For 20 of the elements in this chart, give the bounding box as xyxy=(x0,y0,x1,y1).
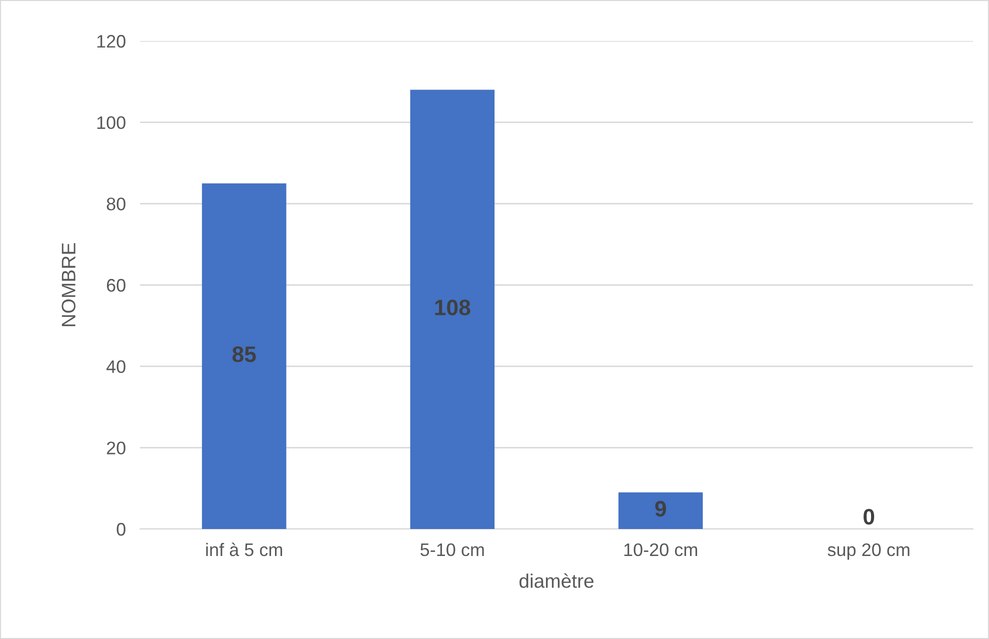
y-tick-label: 20 xyxy=(106,442,126,454)
y-tick-label: 0 xyxy=(116,522,126,536)
data-label: 0 xyxy=(864,508,874,525)
data-label: 108 xyxy=(435,300,470,316)
y-tick-label: 120 xyxy=(97,34,126,48)
bar xyxy=(202,183,286,529)
data-label: 85 xyxy=(232,346,256,362)
y-axis-title: NOMBRE xyxy=(62,243,76,326)
y-tick-label: 40 xyxy=(106,360,126,374)
x-tick-label: 5-10 cm xyxy=(420,543,484,556)
data-label: 9 xyxy=(655,500,666,517)
x-tick-label: sup 20 cm xyxy=(828,543,910,560)
y-tick-label: 80 xyxy=(106,198,126,210)
y-tick-label: 100 xyxy=(97,116,126,130)
x-tick-label: 10-20 cm xyxy=(624,543,698,556)
x-tick-label: inf à 5 cm xyxy=(206,542,282,556)
bar xyxy=(618,492,703,529)
y-tick-label: 60 xyxy=(106,278,126,292)
bar xyxy=(410,90,495,529)
x-axis-title: diamètre xyxy=(519,573,594,588)
